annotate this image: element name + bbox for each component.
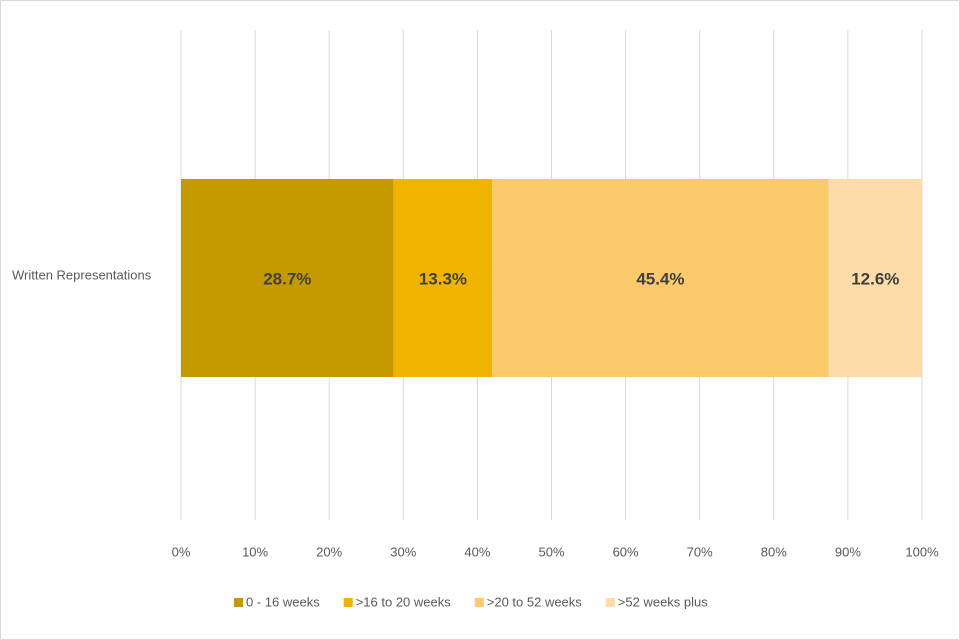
bar-segment xyxy=(181,179,394,377)
x-tick-label: 80% xyxy=(761,544,787,559)
x-tick-label: 90% xyxy=(835,544,861,559)
legend-swatch xyxy=(605,598,615,607)
legend-label: >20 to 52 weeks xyxy=(487,594,583,609)
legend-swatch xyxy=(343,598,353,607)
legend-swatch xyxy=(474,598,484,607)
x-tick-label: 70% xyxy=(687,544,713,559)
x-tick-label: 40% xyxy=(464,544,490,559)
bar-segment xyxy=(393,179,493,377)
bar-segment xyxy=(492,179,829,377)
data-label: 45.4% xyxy=(636,269,684,288)
data-label: 12.6% xyxy=(851,269,899,288)
x-tick-label: 100% xyxy=(905,544,939,559)
x-tick-label: 60% xyxy=(613,544,639,559)
x-tick-label: 20% xyxy=(316,544,342,559)
x-tick-label: 50% xyxy=(538,544,564,559)
bar-segment xyxy=(828,179,922,377)
data-label: 28.7% xyxy=(263,269,311,288)
x-tick-label: 0% xyxy=(172,544,191,559)
legend-swatch xyxy=(234,598,243,607)
y-tick-label: Written Representations xyxy=(12,267,152,282)
legend-label: >52 weeks plus xyxy=(618,594,708,609)
x-tick-label: 10% xyxy=(242,544,268,559)
legend-label: 0 - 16 weeks xyxy=(246,594,320,609)
data-label: 13.3% xyxy=(419,269,467,288)
x-tick-label: 30% xyxy=(390,544,416,559)
legend-label: >16 to 20 weeks xyxy=(356,594,452,609)
